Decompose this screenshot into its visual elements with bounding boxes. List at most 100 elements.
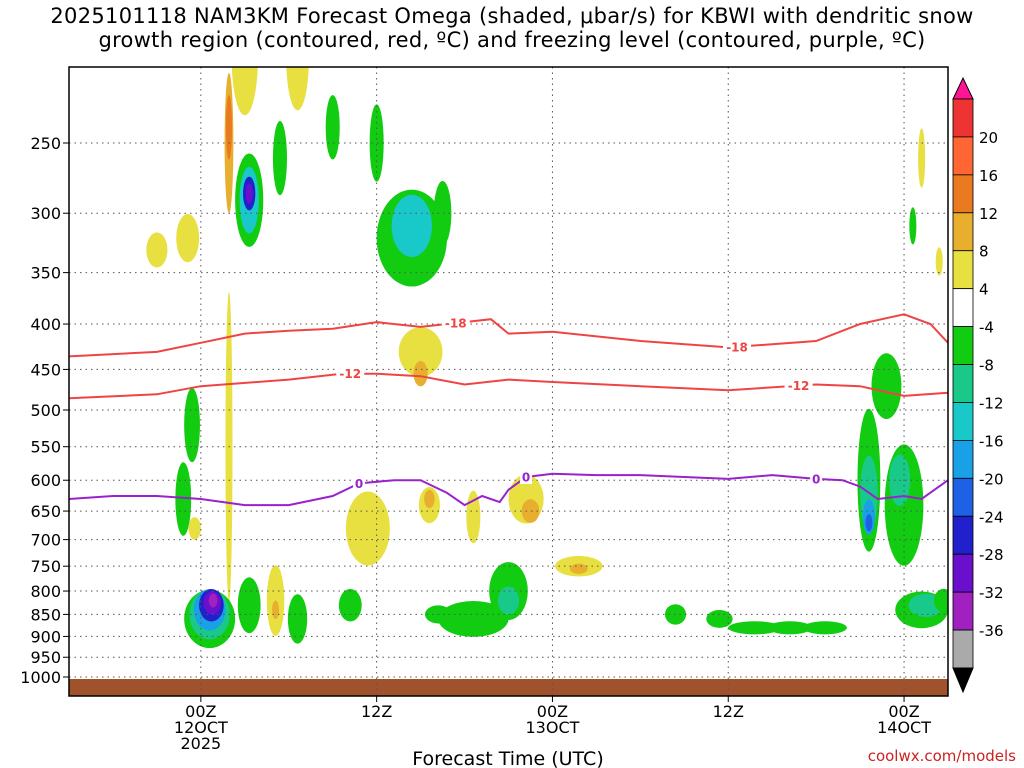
omega-cell-29 [266, 565, 285, 636]
omega-cell-42 [570, 563, 588, 574]
colorbar-label-9: -20 [979, 470, 1004, 488]
contour-line-1 [69, 372, 948, 400]
colorbar-swatch-11 [952, 515, 974, 555]
x-tick-label-4-1: 14OCT [877, 718, 931, 737]
x-tick-label-0-1: 12OCT [174, 718, 228, 737]
x-tick-label-1-0: 12Z [361, 702, 392, 721]
chart-title-line-1: 2025101118 NAM3KM Forecast Omega (shaded… [50, 4, 974, 28]
colorbar-swatch-9 [952, 439, 974, 479]
colorbar-label-1: 16 [979, 167, 998, 185]
colorbar-swatch-13 [952, 591, 974, 631]
colorbar-bottom-arrow [952, 667, 974, 694]
contour-label-bg-0-1 [723, 339, 752, 354]
y-tick-label-900: 900 [30, 627, 61, 646]
x-tick-label-2-0: 00Z [537, 702, 568, 721]
colorbar-label-5: -4 [979, 319, 994, 337]
y-tick-label-750: 750 [30, 557, 61, 576]
omega-cell-59 [933, 588, 948, 613]
y-tick-label-300: 300 [30, 204, 61, 223]
omega-cell-28 [237, 577, 261, 634]
omega-cell-13 [369, 104, 384, 182]
omega-cell-16 [433, 181, 452, 246]
contour-label-2-2: 0 [812, 472, 820, 486]
credit-text: coolwx.com/models [867, 747, 1016, 765]
colorbar-swatch-14 [952, 629, 974, 669]
grid-lines [69, 67, 948, 696]
contour-label-1-0: -12 [339, 367, 361, 381]
ground-band [69, 679, 948, 696]
terrain [69, 679, 948, 696]
colorbar-label-8: -16 [979, 432, 1004, 450]
omega-cell-54 [871, 353, 902, 420]
colorbar-swatch-10 [952, 477, 974, 517]
x-tick-label-4-0: 00Z [888, 702, 919, 721]
omega-cell-19 [184, 387, 200, 463]
omega-cell-45 [664, 604, 687, 625]
contour-label-bg-2-0 [353, 476, 366, 491]
colorbar-swatch-7 [952, 364, 974, 403]
y-tick-label-250: 250 [30, 134, 61, 153]
contour-label-1-1: -12 [788, 379, 810, 393]
omega-cell-27 [208, 593, 218, 608]
x-tick-label-2-1: 13OCT [525, 718, 579, 737]
colorbar-label-6: -8 [979, 357, 994, 375]
contour-lines: -18 -18 -12 -12 0 0 0 [69, 313, 948, 507]
colorbar-swatch-6 [952, 326, 974, 365]
y-tick-label-650: 650 [30, 502, 61, 521]
colorbar-label-13: -36 [979, 622, 1004, 640]
colorbar-swatch-12 [952, 553, 974, 593]
omega-cell-0 [231, 67, 258, 116]
contour-label-0-1: -18 [726, 340, 748, 354]
omega-cell-40 [497, 586, 520, 615]
y-axis: 250 300 350 400 450 500 550 600 650 700 750 800 850 9… [20, 134, 69, 687]
omega-cell-32 [345, 491, 390, 566]
chart-title: 2025101118 NAM3KM Forecast Omega (shaded… [0, 4, 1024, 52]
colorbar-swatch-0 [952, 98, 974, 138]
omega-cell-48 [767, 621, 812, 635]
y-tick-label-850: 850 [30, 605, 61, 624]
omega-cell-62 [918, 128, 926, 188]
omega-cell-37 [521, 499, 540, 523]
contour-label-bg-1-1 [784, 378, 813, 393]
omega-cell-30 [272, 600, 280, 620]
omega-cell-12 [325, 95, 340, 160]
colorbar-swatch-2 [952, 174, 974, 214]
omega-cell-4 [225, 95, 233, 160]
omega-cell-1 [286, 67, 309, 111]
x-tick-label-0-0: 00Z [185, 702, 216, 721]
colorbar-label-7: -12 [979, 394, 1004, 412]
contour-label-bg-2-2 [810, 471, 823, 486]
y-tick-label-350: 350 [30, 264, 61, 283]
contour-label-2-1: 0 [522, 471, 530, 485]
colorbar-swatch-5 [952, 288, 974, 327]
omega-cell-15 [391, 194, 433, 257]
omega-cell-11 [272, 120, 287, 196]
plot-frame [68, 66, 949, 697]
omega-cell-61 [935, 247, 943, 276]
chart-title-line-2: growth region (contoured, red, ºC) and f… [98, 28, 926, 52]
y-tick-label-450: 450 [30, 360, 61, 379]
omega-cell-10 [176, 213, 200, 263]
y-tick-label-550: 550 [30, 438, 61, 457]
omega-cell-8 [245, 183, 253, 204]
colorbar-top-arrow [952, 76, 974, 100]
omega-cell-18 [413, 360, 428, 387]
x-tick-label-3-0: 12Z [713, 702, 744, 721]
contour-label-2-0: 0 [355, 477, 363, 491]
omega-cell-47 [728, 621, 781, 635]
omega-cell-43 [338, 588, 362, 622]
colorbar-label-12: -32 [979, 584, 1004, 602]
contour-label-bg-0-0 [441, 316, 470, 331]
y-tick-label-500: 500 [30, 401, 61, 420]
colorbar-swatch-4 [952, 250, 974, 290]
colorbar-label-4: 4 [979, 281, 989, 299]
y-tick-label-600: 600 [30, 471, 61, 490]
contour-label-bg-1-0 [336, 366, 365, 381]
omega-cell-17 [398, 327, 443, 377]
omega-cell-60 [909, 207, 917, 245]
x-tick-label-0-2: 2025 [180, 734, 221, 753]
colorbar-label-11: -28 [979, 546, 1004, 564]
y-tick-label-950: 950 [30, 648, 61, 667]
